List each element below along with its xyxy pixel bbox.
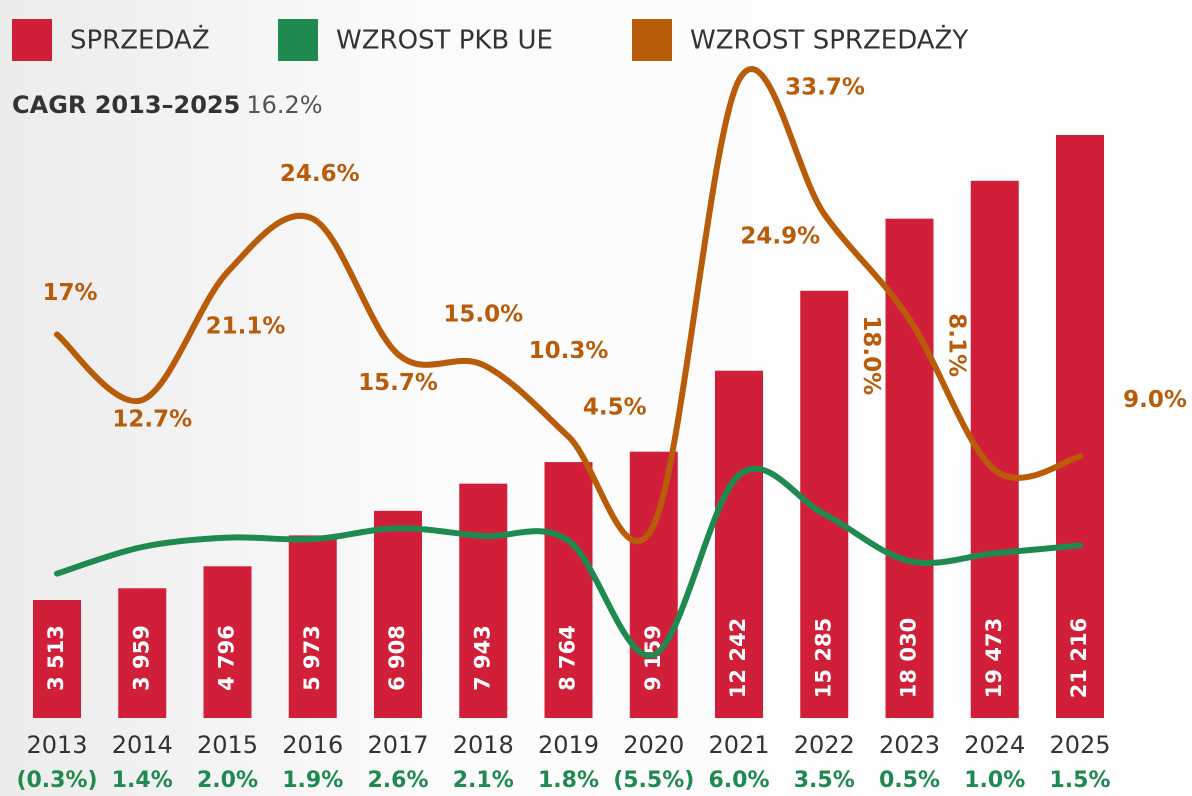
bar-value-label: 3 513 <box>44 625 68 691</box>
gdp-growth-label: 1.9% <box>282 768 343 793</box>
sales-growth-label: 12.7% <box>112 407 192 433</box>
bar <box>629 451 678 718</box>
bar-value-label: 4 796 <box>215 625 239 691</box>
legend-label: SPRZEDAŻ <box>70 24 210 56</box>
bar <box>203 566 252 718</box>
bar-value-label: 3 959 <box>129 625 153 691</box>
annotation-label: CAGR 2013–2025 <box>12 91 240 119</box>
bar-value-label: 15 285 <box>811 618 835 698</box>
gdp-growth-label: 0.5% <box>879 768 940 793</box>
gdp-growth-label: (0.3%) <box>16 768 97 793</box>
bar-value-label: 12 242 <box>726 618 750 698</box>
sales-growth-label: 21.1% <box>206 314 286 340</box>
x-tick-label: 2022 <box>794 731 855 759</box>
sales-growth-label: 24.6% <box>280 161 360 187</box>
x-tick-label: 2015 <box>197 731 258 759</box>
sales-growth-label: 18.0% <box>858 315 884 395</box>
gdp-growth-label: (5.5%) <box>613 768 694 793</box>
annotation: CAGR 2013–2025 16.2% <box>12 91 323 119</box>
legend-label: WZROST PKB UE <box>336 26 553 56</box>
gdp-growth-label: 1.4% <box>112 768 173 793</box>
x-tick-label: 2014 <box>112 731 173 759</box>
sales-growth-label: 24.9% <box>740 224 820 250</box>
x-tick-label: 2020 <box>623 731 684 759</box>
x-tick-label: 2024 <box>964 731 1025 759</box>
legend-label: WZROST SPRZEDAŻY <box>690 24 968 56</box>
gdp-growth-label: 2.0% <box>197 768 258 793</box>
sales-growth-label: 15.0% <box>443 301 523 327</box>
line <box>54 465 1083 659</box>
bar-value-label: 18 030 <box>897 618 921 698</box>
bar <box>288 535 337 718</box>
sales-growth-label: 10.3% <box>529 338 609 364</box>
gdp-growth-label: 2.1% <box>453 768 514 793</box>
sales-growth-label: 8.1% <box>943 313 969 377</box>
bar <box>715 370 763 718</box>
sales-growth-label: 17% <box>42 280 97 306</box>
sales-growth-label: 33.7% <box>785 75 865 101</box>
bar <box>544 462 593 718</box>
x-tick-label: 2018 <box>453 731 514 759</box>
legend-swatch <box>632 19 672 61</box>
bar-value-label: 6 908 <box>385 625 409 691</box>
x-tick-label: 2017 <box>367 731 428 759</box>
sales-growth-label: 4.5% <box>583 395 647 421</box>
bar-value-label: 19 473 <box>982 618 1006 698</box>
bar <box>374 510 422 718</box>
bar-value-label: 7 943 <box>470 625 494 691</box>
x-tick-label: 2025 <box>1049 731 1110 759</box>
gdp-growth-label: 1.5% <box>1049 768 1110 793</box>
gdp-growth-label: 3.5% <box>794 768 855 793</box>
bar <box>1056 135 1104 718</box>
legend-swatch <box>278 19 318 61</box>
sales-growth-label: 9.0% <box>1123 387 1187 413</box>
gdp-growth-label: 1.8% <box>538 768 599 793</box>
bar <box>118 588 167 718</box>
gdp-growth-label: 1.0% <box>964 768 1025 793</box>
legend-swatch <box>12 19 52 61</box>
sales-growth-label: 15.7% <box>358 370 438 396</box>
x-tick-label: 2016 <box>282 731 343 759</box>
x-tick-label: 2023 <box>879 731 940 759</box>
x-tick-label: 2019 <box>538 731 599 759</box>
gdp-growth-label: 2.6% <box>367 768 428 793</box>
x-tick-label: 2013 <box>26 731 87 759</box>
x-tick-label: 2021 <box>708 731 769 759</box>
gdp-growth-label: 6.0% <box>708 768 769 793</box>
annotation-value: 16.2% <box>246 91 322 119</box>
bar-value-label: 5 973 <box>300 625 324 691</box>
bar-value-label: 21 216 <box>1067 618 1091 698</box>
bar <box>33 600 81 718</box>
bar <box>459 483 508 718</box>
line <box>54 66 1083 545</box>
bar-value-label: 8 764 <box>556 625 580 691</box>
